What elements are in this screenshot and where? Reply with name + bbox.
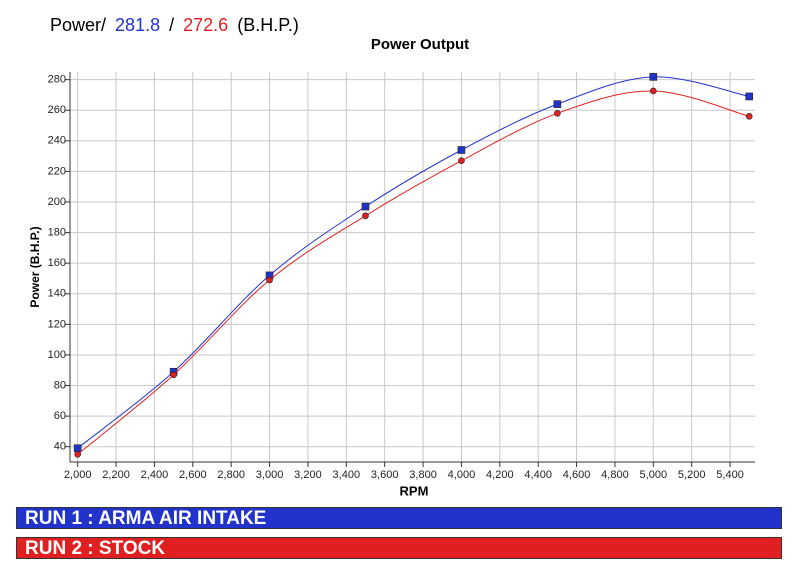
plot-area [70, 72, 755, 462]
y-tick-label: 160 [48, 257, 66, 269]
legend-entry: RUN 2 : STOCK [16, 537, 782, 559]
x-tick-label: 2,000 [64, 469, 92, 481]
y-tick-label: 180 [48, 226, 66, 238]
marker [74, 451, 81, 458]
x-tick-label: 2,400 [141, 469, 169, 481]
x-tick-label: 2,800 [217, 469, 245, 481]
x-tick-label: 3,600 [371, 469, 399, 481]
x-tick-label: 3,800 [409, 469, 437, 481]
marker [745, 92, 754, 101]
y-tick-label: 200 [48, 196, 66, 208]
marker [170, 371, 177, 379]
y-tick-label: 120 [48, 318, 66, 330]
headline: Power/ 281.8 / 272.6 (B.H.P.) [50, 15, 299, 35]
x-tick-label: 4,200 [486, 469, 514, 481]
headline-sep: / [169, 15, 174, 35]
chart: Power/ 281.8 / 272.6 (B.H.P.) Power Outp… [28, 15, 755, 498]
headline-label: Power/ [50, 15, 106, 35]
marker [457, 146, 466, 154]
series-line [77, 90, 750, 455]
y-tick-label: 260 [48, 104, 66, 116]
marker [650, 87, 657, 95]
marker [73, 444, 82, 453]
x-tick-label: 5,400 [716, 469, 744, 481]
x-tick-label: 2,600 [179, 469, 207, 481]
marker [266, 276, 273, 284]
x-tick-label: 5,000 [640, 469, 668, 481]
marker [362, 212, 369, 220]
headline-run1: 281.8 [115, 15, 160, 35]
x-tick-label: 4,600 [563, 469, 591, 481]
x-tick-label: 3,200 [294, 469, 322, 481]
marker [361, 202, 370, 211]
marker [649, 73, 658, 81]
y-tick-label: 220 [48, 165, 66, 177]
x-tick-label: 4,800 [601, 469, 629, 481]
y-tick-label: 40 [54, 441, 66, 453]
headline-unit: (B.H.P.) [237, 15, 299, 35]
y-tick-label: 280 [48, 74, 66, 86]
chart-title: Power Output [371, 36, 469, 53]
x-tick-label: 2,200 [102, 469, 130, 481]
x-axis-label: RPM [400, 483, 429, 498]
headline-run2: 272.6 [183, 15, 228, 35]
legend-entry: RUN 1 : ARMA AIR INTAKE [16, 507, 782, 529]
marker [553, 100, 562, 108]
y-tick-label: 140 [48, 288, 66, 300]
x-tick-label: 3,000 [256, 469, 284, 481]
x-tick-label: 3,400 [333, 469, 361, 481]
x-tick-label: 5,200 [678, 469, 706, 481]
y-tick-label: 80 [54, 379, 66, 391]
x-tick-label: 4,000 [448, 469, 476, 481]
y-tick-label: 100 [48, 349, 66, 361]
y-tick-label: 240 [48, 135, 66, 147]
y-tick-label: 60 [54, 410, 66, 422]
marker [554, 109, 561, 117]
marker [745, 113, 753, 120]
x-tick-label: 4,400 [524, 469, 552, 481]
y-axis-label: Power (B.H.P.) [28, 226, 42, 307]
marker [458, 157, 465, 165]
